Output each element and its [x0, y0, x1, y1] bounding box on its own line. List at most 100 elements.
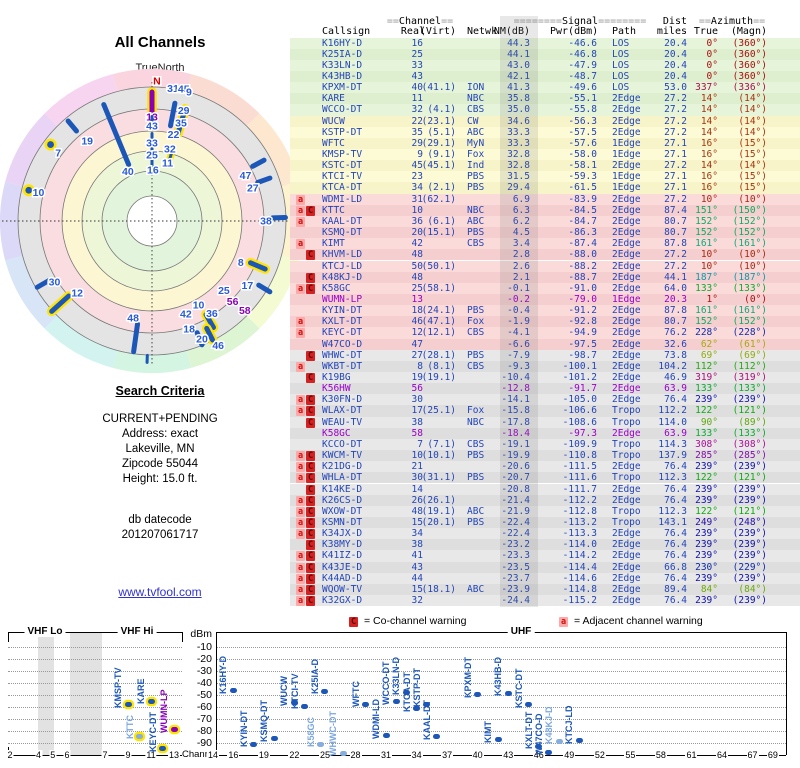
table-cell: (50.1): [421, 260, 456, 272]
table-cell: WQOW-TV: [322, 583, 363, 595]
table-cell: PBS: [467, 171, 485, 183]
chart-bar-label: KTCJ-LD: [564, 705, 575, 744]
panel-border: [8, 755, 182, 756]
table-cell: (239°): [732, 550, 767, 562]
radar-channel-marker: [175, 106, 188, 137]
vhf-gap-band: [70, 632, 102, 755]
table-cell: (6.1): [427, 215, 456, 227]
table-cell: (18.1): [421, 583, 456, 595]
table-row: WCCO-DT 32 (4.1) CBS 35.0 -55.8 2Edge 27.2 14° (1…: [290, 104, 800, 116]
table-cell: 40: [411, 82, 423, 94]
table-cell: 1°: [706, 293, 718, 305]
table-cell: 14: [411, 483, 423, 495]
table-row: a C WLAX-DT 17 (25.1) Fox -15.8 -106.6 Tropo 112.…: [290, 405, 800, 417]
chart-bar: [317, 741, 325, 747]
table-cell: -4.1: [507, 327, 530, 339]
table-cell: 35: [411, 126, 423, 138]
table-cell: 2Edge: [612, 282, 641, 294]
gridline: [216, 719, 786, 720]
channel-axis-label: Channel: [182, 749, 218, 760]
tvfool-link[interactable]: www.tvfool.com: [118, 585, 202, 599]
table-cell: 2Edge: [612, 394, 641, 406]
table-cell: (150°): [732, 204, 767, 216]
chart-bar-label: KEYC-DT: [147, 711, 158, 752]
table-cell: 38: [411, 539, 423, 551]
table-cell: Ind: [467, 160, 485, 172]
radar-channel-label: 7: [55, 147, 61, 159]
table-cell: -109.9: [562, 438, 597, 450]
gridline: [8, 695, 182, 696]
dbm-tick-label: -20: [196, 653, 212, 665]
gridline: [8, 743, 182, 744]
table-cell: -0.4: [507, 305, 530, 317]
table-cell: (69°): [738, 349, 767, 361]
adjacent-warning-badge: a: [296, 517, 305, 528]
table-cell: 47: [411, 338, 423, 350]
table-cell: 87.4: [664, 204, 687, 216]
table-row: a C K58GC 25 (58.1) -0.1 -91.0 2Edge 64.0 133° (13…: [290, 282, 800, 294]
table-cell: -21.9: [501, 505, 530, 517]
table-cell: 20.4: [664, 37, 687, 49]
adjacent-warning-badge: a: [296, 596, 305, 606]
table-cell: -55.1: [568, 93, 597, 105]
table-cell: WUCW: [322, 115, 345, 127]
table-cell: -20.6: [501, 461, 530, 473]
radar-channel-label: 25: [218, 285, 230, 297]
radar-channel-label: 29: [178, 105, 190, 117]
table-cell: 230°: [695, 561, 718, 573]
table-cell: (228°): [732, 327, 767, 339]
table-cell: 44.1: [507, 48, 530, 60]
table-cell: 114.3: [658, 438, 687, 450]
radar-channel-marker: [65, 118, 79, 134]
table-cell: [406, 562, 456, 573]
table-cell: 0°: [706, 70, 718, 82]
table-row: K16HY-D 16 44.3 -46.6 LOS 20.4 0° (360°): [290, 37, 800, 49]
table-cell: (19.1): [421, 505, 456, 517]
table-cell: [406, 272, 456, 283]
search-criteria-heading: Search Criteria: [115, 384, 205, 398]
uhf-tick: 25: [318, 750, 331, 760]
table-cell: PBS: [467, 182, 485, 194]
table-row: KTCJ-LD 50 (50.1) 2.6 -88.2 2Edge 27.2 10° (10°): [290, 260, 800, 272]
adjacent-warning-badge: a: [296, 317, 305, 328]
chart-bar: [270, 736, 278, 742]
table-cell: K33LN-D: [322, 59, 363, 71]
radar-channel-label: 18: [183, 323, 195, 335]
chart-bar-label: WCCO-DT: [381, 661, 392, 705]
table-cell: -94.9: [568, 327, 597, 339]
table-cell: KTCJ-LD: [322, 260, 363, 272]
table-cell: K16HY-D: [322, 37, 363, 49]
table-header: True: [693, 26, 718, 37]
vhf-tick: 7: [101, 750, 109, 760]
table-cell: 2Edge: [612, 104, 641, 116]
table-cell: K30FN-D: [322, 394, 363, 406]
table-cell: 1Edge: [612, 171, 641, 183]
table-row: a C WQOW-TV 15 (18.1) ABC -23.9 -114.8 2Edge 89.4…: [290, 583, 800, 595]
radar-channel-label: 40: [122, 166, 134, 178]
dbm-tick-label: -60: [196, 701, 212, 713]
radar-channel-label: 9: [186, 87, 192, 99]
table-cell: 76.4: [664, 528, 687, 540]
table-cell: 33.3: [507, 126, 530, 138]
table-cell: LOS: [612, 59, 630, 71]
uhf-tick: 19: [257, 750, 270, 760]
radar-channel-marker: [168, 150, 174, 161]
table-row: a C KSMN-DT 15 (20.1) PBS -22.4 -113.2 Tropo 143.…: [290, 516, 800, 529]
table-cell: 112.3: [658, 472, 687, 484]
band-label: VHF Hi: [117, 625, 157, 637]
table-cell: 9: [417, 149, 423, 160]
table-cell: -46.8: [568, 48, 597, 60]
table-cell: 137.9: [658, 450, 687, 462]
table-cell: 42.1: [507, 70, 530, 82]
table-cell: 15: [411, 583, 423, 595]
radar-hue-sector: [112, 350, 192, 373]
chart-bar-label: KARE: [136, 678, 146, 705]
table-cell: (360°): [732, 70, 767, 82]
table-cell: KCCO-DT: [322, 438, 363, 450]
table-cell: 14°: [700, 115, 718, 127]
table-cell: (7.1): [427, 438, 456, 450]
table-cell: 27.1: [664, 171, 687, 183]
table-cell: Tropo: [612, 416, 641, 428]
table-cell: KSTP-DT: [322, 126, 363, 138]
adjacent-warning-badge: a: [296, 216, 305, 227]
